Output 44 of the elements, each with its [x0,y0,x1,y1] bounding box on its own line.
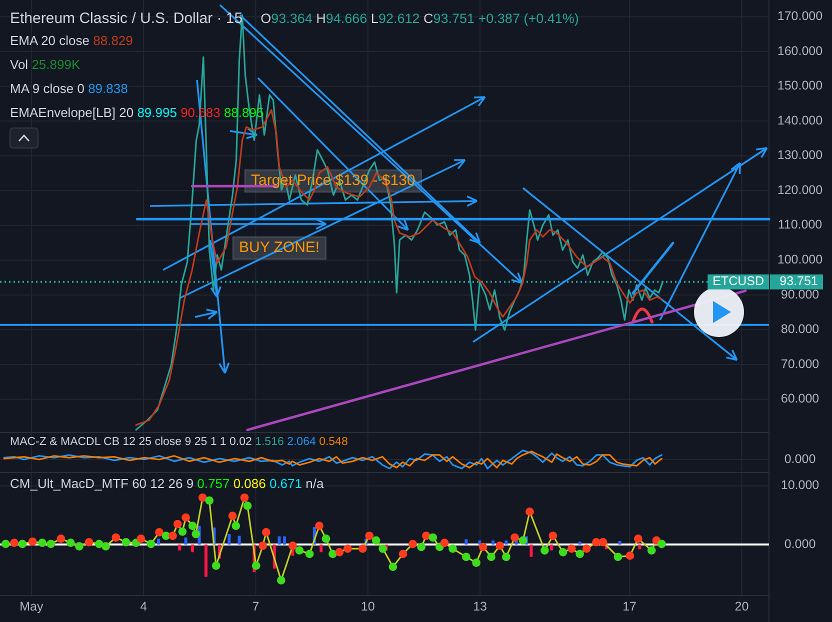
text: O93.364 H94.666 L92.612 C93.751 +0.387 (+0.41%) [260,10,579,26]
bar [191,544,194,552]
y-tick-label: 80.000 [780,322,820,336]
bar [282,536,286,545]
y-tick-label: 70.000 [780,356,820,371]
x-tick-label: May [20,599,44,614]
y-tick-label: 110.000 [778,218,822,232]
x-tick-label: 17 [622,599,637,614]
text: CM_Ult_MacD_MTF 60 12 26 9 0.757 0.086 0.671 n/a [10,476,324,492]
y-tick-label: 100.000 [777,252,823,266]
x-tick-label: 10 [360,599,375,614]
bar [530,544,533,557]
y-tick-label: 0.000 [784,536,816,551]
y-tick-label: 140.000 [777,113,823,128]
x-tick-label: 7 [252,599,260,614]
bar [178,544,181,550]
annotation: Vol 25.899K [10,57,80,72]
bar [464,539,468,545]
bar [278,536,281,545]
x-tick-label: 13 [473,599,488,614]
bar [184,538,188,545]
y-tick-label: 10.000 [780,478,820,492]
y-tick-label: 90.000 [780,287,820,302]
line-series [135,109,663,426]
bar [578,542,582,545]
y-tick-label: 150.000 [777,78,823,93]
bar [204,544,208,577]
x-tick-label: 4 [140,599,148,614]
y-tick-label: 170.000 [777,8,823,23]
x-tick-label: 20 [734,599,749,614]
y-tick-label: 120.000 [777,182,823,197]
annotation: EMA 20 close 88.829 [10,33,133,48]
bar [157,538,160,545]
text: ETCUSD 93.751 [712,274,818,288]
bar [638,544,642,550]
annotation: MA 9 close 0 89.838 [10,81,128,96]
bar [228,534,231,545]
y-tick-label: 60.000 [780,392,820,406]
y-tick-label: 160.000 [777,44,823,58]
bar [238,536,241,545]
bar [618,541,622,545]
text: MAC-Z & MACDL CB 12 25 close 9 25 1 1 0.02 1.516 2.064 0.548 [10,436,348,448]
bar [320,544,323,552]
y-tick-label: 130.000 [777,148,823,162]
